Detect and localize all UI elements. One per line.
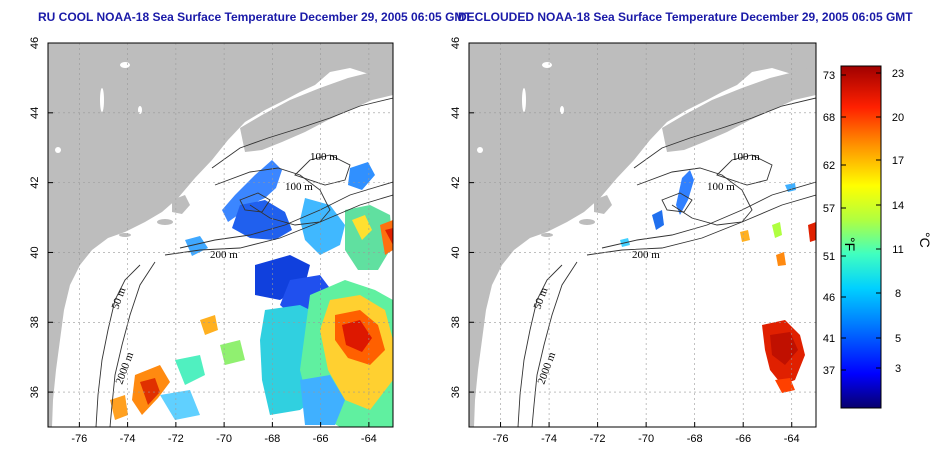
right-y-tick-label: 38 <box>450 316 462 328</box>
svg-text:100 m: 100 m <box>285 181 313 193</box>
left-y-tick-label: 46 <box>29 37 41 49</box>
celsius-tick-label: 11 <box>892 244 903 256</box>
fahrenheit-tick-label: 73 <box>823 70 835 82</box>
fahrenheit-tick-label: 41 <box>823 333 835 345</box>
colorbar-ticks: 73 68 62 57 51 46 41 37 23 20 17 14 11 8 5 3 <box>823 68 904 377</box>
celsius-tick-label: 3 <box>895 363 901 375</box>
fahrenheit-tick-label: 62 <box>823 160 835 172</box>
left-x-tick-label: -72 <box>168 433 184 445</box>
left-cape-cod <box>172 195 190 214</box>
right-map-frame <box>468 42 817 428</box>
right-x-tick-label: -76 <box>493 433 509 445</box>
left-map-title: RU COOL NOAA-18 Sea Surface Temperature … <box>38 10 472 24</box>
left-x-tick-label: -64 <box>361 433 377 445</box>
right-declouded-sst <box>620 170 816 393</box>
right-y-tick-label: 36 <box>450 386 462 398</box>
right-bathymetry-contours <box>517 97 816 427</box>
right-x-tick-label: -72 <box>590 433 606 445</box>
left-bathymetry-contours <box>95 97 393 427</box>
right-land-mass <box>469 43 816 427</box>
celsius-tick-label: 20 <box>892 112 904 124</box>
right-map-panel: 100 m 100 m 200 m 50 m 2000 m <box>468 42 817 428</box>
left-x-tick-label: -68 <box>264 433 280 445</box>
celsius-tick-label: 17 <box>892 155 904 167</box>
celsius-tick-label: 8 <box>895 288 901 300</box>
fahrenheit-tick-label: 68 <box>823 112 835 124</box>
svg-text:100 m: 100 m <box>310 151 338 163</box>
fahrenheit-tick-label: 46 <box>823 292 835 304</box>
right-x-tick-label: -66 <box>735 433 751 445</box>
left-nova-scotia <box>240 66 393 152</box>
left-x-tick-label: -76 <box>71 433 87 445</box>
right-x-tick-label: -74 <box>541 433 557 445</box>
right-grid-lines <box>469 43 816 427</box>
fahrenheit-tick-label: 51 <box>823 251 835 263</box>
left-map-panel: 100 m 100 m 200 m 50 m 2000 m <box>47 42 394 428</box>
right-cape-cod <box>594 195 612 214</box>
left-y-tick-label: 40 <box>29 246 41 258</box>
svg-text:100 m: 100 m <box>732 151 760 163</box>
right-lakes <box>477 62 564 153</box>
fahrenheit-unit-label: °F <box>842 237 858 251</box>
svg-text:100 m: 100 m <box>707 181 735 193</box>
celsius-tick-label: 23 <box>892 68 904 80</box>
right-map-title: DECLOUDED NOAA-18 Sea Surface Temperatur… <box>458 10 913 24</box>
right-island <box>579 219 595 225</box>
right-x-tick-label: -64 <box>784 433 800 445</box>
left-map-frame <box>47 42 394 428</box>
right-x-tick-label: -70 <box>638 433 654 445</box>
left-grid-lines <box>48 43 393 427</box>
left-x-tick-label: -70 <box>216 433 232 445</box>
right-nova-scotia <box>662 66 816 152</box>
left-x-tick-label: -66 <box>313 433 329 445</box>
left-island <box>157 219 173 225</box>
celsius-tick-label: 5 <box>895 333 901 345</box>
right-x-tick-label: -68 <box>687 433 703 445</box>
right-y-tick-label: 46 <box>450 37 462 49</box>
colorbar-gradient <box>840 65 882 409</box>
colorbar: 73 68 62 57 51 46 41 37 23 20 17 14 11 8 5 3 °F °C <box>823 65 933 409</box>
left-y-tick-label: 38 <box>29 316 41 328</box>
left-island <box>119 233 131 237</box>
left-y-tick-label: 42 <box>29 177 41 189</box>
left-x-tick-label: -74 <box>120 433 136 445</box>
fahrenheit-tick-label: 57 <box>823 203 835 215</box>
right-y-tick-label: 40 <box>450 246 462 258</box>
left-y-tick-label: 44 <box>29 107 41 119</box>
right-y-tick-label: 44 <box>450 107 462 119</box>
fahrenheit-tick-label: 37 <box>823 365 835 377</box>
left-y-tick-label: 36 <box>29 386 41 398</box>
left-land-mass <box>48 43 393 427</box>
celsius-unit-label: °C <box>917 232 933 248</box>
right-y-tick-label: 42 <box>450 177 462 189</box>
celsius-tick-label: 14 <box>892 200 904 212</box>
map-axes: -76 -74 -72 -70 -68 -66 -64 36 38 40 42 44 46 -76 -74 -… <box>29 37 800 445</box>
right-island <box>541 233 553 237</box>
